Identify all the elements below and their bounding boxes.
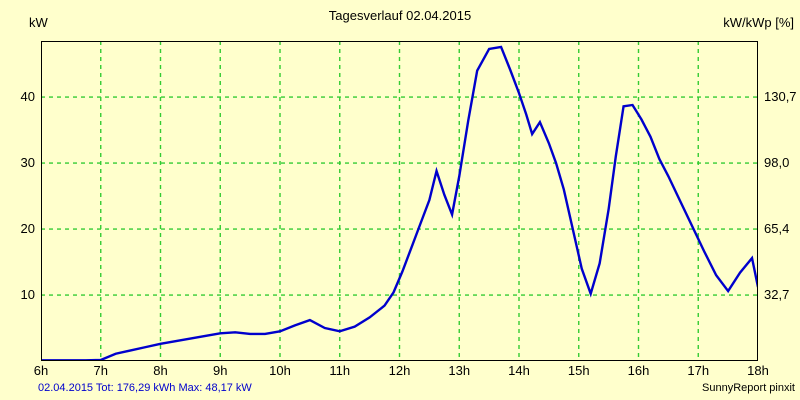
x-tick-label: 17h xyxy=(687,363,710,378)
x-tick-label: 6h xyxy=(33,363,49,378)
y-tick-label-left: 40 xyxy=(20,89,35,105)
x-tick-label: 15h xyxy=(567,363,590,378)
y-tick-label-right: 98,0 xyxy=(764,155,790,171)
x-tick-label: 9h xyxy=(213,363,228,378)
y-tick-label-right: 130,7 xyxy=(764,88,797,104)
y-tick-label-left: 10 xyxy=(20,287,35,303)
y-tick-label-right: 65,4 xyxy=(764,220,790,236)
x-tick-label: 18h xyxy=(747,363,769,378)
power-curve xyxy=(41,45,758,361)
x-tick-label: 13h xyxy=(448,363,471,378)
chart-title: Tagesverlauf 02.04.2015 xyxy=(328,8,472,23)
x-tick-label: 11h xyxy=(329,363,351,378)
plot-area xyxy=(41,41,758,361)
y-tick-label-left: 20 xyxy=(20,221,35,237)
plot-svg xyxy=(41,41,758,361)
x-tick-label: 10h xyxy=(269,363,291,378)
x-tick-label: 14h xyxy=(508,363,530,378)
footer-credit: SunnyReport pinxit xyxy=(702,382,795,394)
y-tick-label-right: 32,7 xyxy=(764,286,790,302)
x-tick-label: 7h xyxy=(93,363,108,378)
y-axis-unit-right: kW/kWp [%] xyxy=(723,15,794,30)
vertical-gridlines xyxy=(100,41,699,361)
x-tick-label: 8h xyxy=(153,363,168,378)
y-tick-label-left: 30 xyxy=(20,155,35,171)
plot-border xyxy=(41,41,758,361)
y-axis-unit-left: kW xyxy=(29,15,48,30)
x-tick-label: 12h xyxy=(388,363,411,378)
footer-summary: 02.04.2015 Tot: 176,29 kWh Max: 48,17 kW xyxy=(38,382,252,394)
x-tick-label: 16h xyxy=(627,363,650,378)
